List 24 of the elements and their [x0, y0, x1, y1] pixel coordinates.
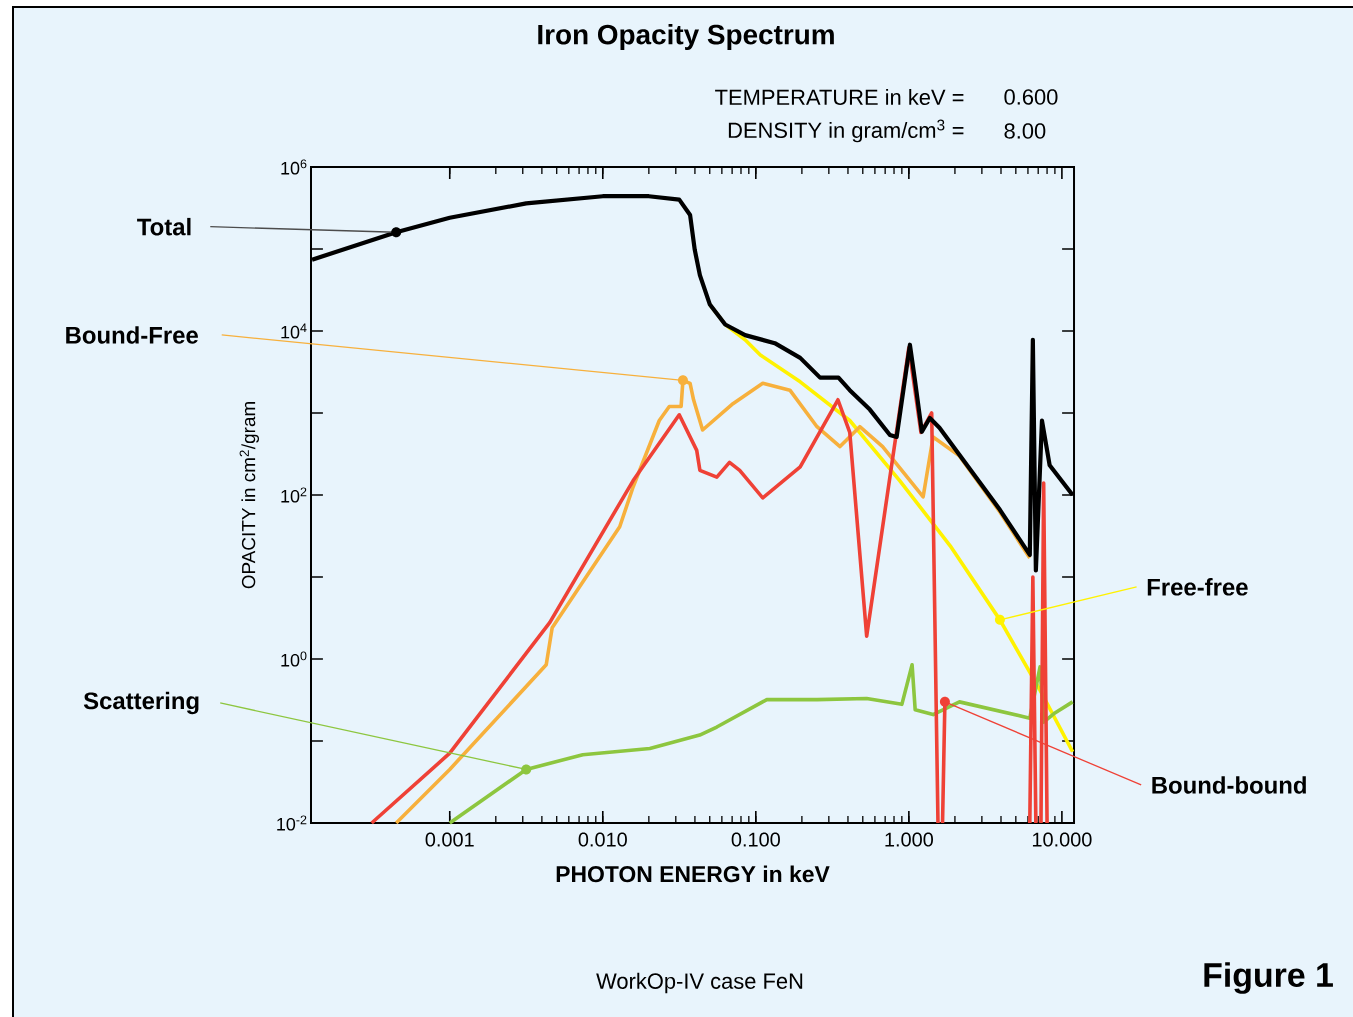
text: Free-free [1147, 578, 1248, 596]
y-tick-label: 10$^{6}$ [281, 159, 307, 175]
text: 0.600 [1004, 89, 1058, 105]
chart-title: Iron Opacity Spectrum [538, 24, 834, 50]
x-tick-label: 0.001 [425, 832, 474, 847]
y-tick-label: 10$^{2}$ [281, 487, 307, 503]
text: Bound-Free [66, 326, 198, 344]
x-axis-title: PHOTON ENERGY in keV [556, 865, 830, 883]
y-tick-label: 10$^{0}$ [281, 651, 307, 667]
text: WorkOp-IV case FeN [596, 972, 803, 994]
x-tick-label: 0.100 [731, 832, 780, 847]
text: Bound-bound [1152, 776, 1306, 794]
x-tick-label: 0.010 [578, 832, 627, 847]
text: Scattering [83, 691, 199, 715]
x-tick-label: 1.000 [885, 832, 933, 847]
text: TEMPERATURE in keV = [715, 88, 964, 106]
x-tick-label: 10.000 [1032, 832, 1092, 847]
caption: Figure 1 [1204, 962, 1333, 994]
y-tick-label: 10$^{-2}$ [277, 815, 307, 831]
y-axis-title: OPACITY in cm$^{2}$/gram [239, 402, 260, 589]
text: DENSITY in gram/cm$^{3}$ = [728, 119, 964, 143]
y-tick-label: 10$^{4}$ [281, 323, 307, 339]
text: 8.00 [1004, 123, 1046, 139]
text: Total [137, 217, 191, 236]
